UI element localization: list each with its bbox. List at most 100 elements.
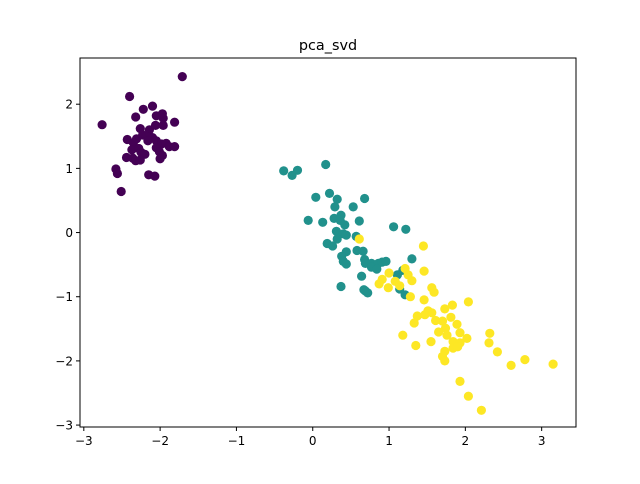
scatter-point-cluster-2 bbox=[442, 330, 452, 340]
scatter-point-cluster-1 bbox=[330, 202, 340, 212]
scatter-point-cluster-1 bbox=[279, 166, 289, 176]
scatter-point-cluster-2 bbox=[463, 297, 473, 307]
scatter-point-cluster-2 bbox=[383, 283, 393, 293]
scatter-point-cluster-0 bbox=[128, 138, 138, 148]
scatter-point-cluster-0 bbox=[150, 171, 160, 181]
scatter-point-cluster-1 bbox=[341, 259, 351, 269]
y-tick-label: −1 bbox=[55, 290, 73, 304]
scatter-point-cluster-1 bbox=[311, 192, 321, 202]
scatter-point-cluster-0 bbox=[138, 104, 148, 114]
scatter-point-cluster-2 bbox=[431, 315, 441, 326]
scatter-point-cluster-1 bbox=[318, 217, 328, 227]
scatter-point-cluster-0 bbox=[147, 101, 158, 111]
scatter-point-cluster-1 bbox=[332, 234, 342, 244]
scatter-point-cluster-2 bbox=[411, 340, 421, 351]
scatter-point-cluster-2 bbox=[447, 300, 457, 310]
scatter-point-cluster-2 bbox=[463, 391, 473, 401]
scatter-point-cluster-2 bbox=[426, 337, 436, 347]
scatter-point-cluster-0 bbox=[170, 142, 180, 152]
scatter-point-cluster-1 bbox=[357, 271, 367, 281]
y-tick-label: −3 bbox=[55, 419, 73, 433]
axes-frame bbox=[79, 57, 577, 428]
scatter-point-cluster-2 bbox=[455, 376, 465, 386]
scatter-point-cluster-1 bbox=[348, 202, 358, 212]
scatter-point-cluster-2 bbox=[434, 327, 444, 337]
scatter-point-cluster-2 bbox=[453, 342, 463, 352]
scatter-point-cluster-2 bbox=[412, 311, 422, 321]
scatter-point-cluster-0 bbox=[135, 155, 145, 165]
scatter-point-cluster-2 bbox=[506, 360, 516, 370]
y-tick-label: 2 bbox=[65, 98, 73, 112]
scatter-point-cluster-2 bbox=[419, 266, 429, 276]
scatter-point-cluster-1 bbox=[324, 188, 335, 198]
scatter-point-cluster-2 bbox=[395, 281, 405, 291]
y-tick-label: 1 bbox=[65, 162, 73, 176]
scatter-point-cluster-2 bbox=[405, 292, 415, 302]
x-tick-label: −1 bbox=[228, 434, 246, 448]
x-tick-label: 3 bbox=[538, 434, 546, 448]
points-layer bbox=[97, 72, 558, 415]
scatter-point-cluster-0 bbox=[155, 154, 165, 164]
scatter-point-cluster-2 bbox=[398, 330, 408, 340]
scatter-point-cluster-1 bbox=[340, 220, 350, 230]
scatter-point-cluster-0 bbox=[177, 72, 187, 82]
scatter-point-cluster-1 bbox=[331, 226, 341, 236]
scatter-point-cluster-0 bbox=[97, 120, 107, 130]
x-axis: −3 −2 −1 0 1 2 3 bbox=[75, 427, 546, 448]
x-tick-label: 0 bbox=[309, 434, 317, 448]
y-tick-label: 0 bbox=[65, 226, 73, 240]
scatter-point-cluster-0 bbox=[170, 117, 180, 127]
scatter-point-cluster-1 bbox=[341, 230, 351, 240]
scatter-point-cluster-0 bbox=[158, 113, 168, 123]
scatter-point-cluster-1 bbox=[360, 193, 370, 204]
scatter-point-cluster-2 bbox=[476, 405, 486, 415]
scatter-point-cluster-2 bbox=[462, 333, 472, 343]
scatter-point-cluster-1 bbox=[358, 246, 368, 256]
scatter-point-cluster-2 bbox=[374, 279, 384, 289]
scatter-point-cluster-2 bbox=[446, 312, 456, 322]
scatter-point-cluster-0 bbox=[116, 186, 126, 197]
y-axis: −3 −2 −1 0 1 2 bbox=[55, 98, 80, 433]
scatter-point-cluster-2 bbox=[484, 338, 494, 348]
scatter-point-cluster-0 bbox=[131, 112, 141, 122]
scatter-point-cluster-2 bbox=[440, 323, 451, 333]
scatter-point-cluster-2 bbox=[420, 310, 430, 320]
x-tick-label: 1 bbox=[385, 434, 393, 448]
scatter-point-cluster-1 bbox=[336, 281, 346, 292]
scatter-point-cluster-0 bbox=[150, 120, 161, 130]
x-tick-label: −2 bbox=[151, 434, 169, 448]
scatter-point-cluster-2 bbox=[384, 268, 394, 278]
scatter-point-cluster-0 bbox=[143, 136, 153, 146]
scatter-point-cluster-2 bbox=[407, 276, 417, 286]
scatter-point-cluster-1 bbox=[401, 224, 411, 234]
scatter-point-cluster-2 bbox=[440, 356, 450, 366]
scatter-point-cluster-0 bbox=[112, 168, 122, 179]
y-tick-label: −2 bbox=[55, 354, 73, 368]
scatter-point-cluster-2 bbox=[548, 359, 558, 369]
scatter-point-cluster-1 bbox=[381, 256, 391, 266]
scatter-point-cluster-2 bbox=[492, 347, 502, 357]
scatter-point-cluster-2 bbox=[440, 304, 450, 314]
scatter-point-cluster-2 bbox=[429, 287, 439, 297]
scatter-point-cluster-2 bbox=[427, 308, 437, 318]
scatter-point-cluster-0 bbox=[127, 145, 137, 155]
scatter-point-cluster-2 bbox=[409, 318, 419, 328]
scatter-point-cluster-1 bbox=[303, 215, 313, 225]
chart-title: pca_svd bbox=[299, 38, 357, 54]
scatter-point-cluster-1 bbox=[287, 170, 297, 180]
scatter-point-cluster-1 bbox=[332, 194, 342, 204]
scatter-point-cluster-2 bbox=[418, 241, 428, 251]
scatter-point-cluster-1 bbox=[407, 254, 417, 264]
scatter-point-cluster-0 bbox=[158, 120, 168, 130]
scatter-point-cluster-0 bbox=[125, 91, 135, 102]
scatter-point-cluster-1 bbox=[328, 241, 338, 251]
scatter-point-cluster-2 bbox=[437, 316, 448, 326]
scatter-point-cluster-1 bbox=[372, 264, 382, 274]
scatter-point-cluster-2 bbox=[485, 328, 495, 338]
scatter-point-cluster-2 bbox=[520, 355, 530, 365]
scatter-point-cluster-1 bbox=[389, 222, 399, 232]
scatter-point-cluster-2 bbox=[419, 295, 429, 305]
